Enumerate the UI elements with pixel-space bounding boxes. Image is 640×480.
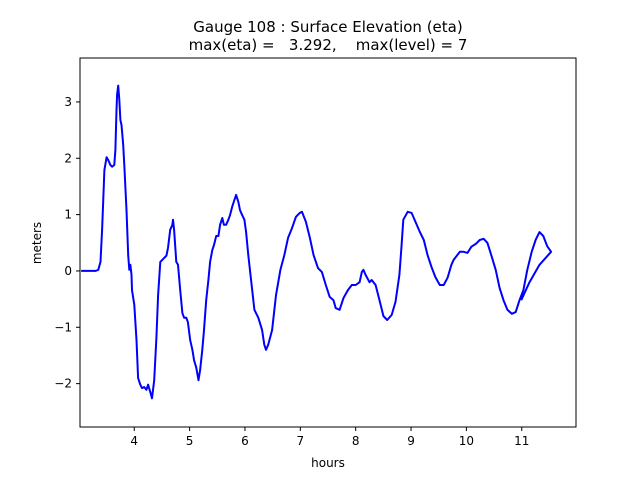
x-tick-label: 11 [514,434,529,448]
y-tick-label: 2 [64,151,72,165]
chart-title: Gauge 108 : Surface Elevation (eta) [193,18,462,36]
y-tick-label: −2 [54,377,72,391]
axes-frame [79,57,577,428]
series-line-eta [81,84,553,400]
y-axis-label: meters [30,222,44,264]
x-tick-label: 10 [459,434,474,448]
y-tick-label: 1 [64,208,72,222]
x-axis-label: hours [311,456,345,470]
y-tick-label: 3 [64,95,72,109]
x-tick-label: 9 [407,434,415,448]
y-tick-label: −1 [54,320,72,334]
x-tick-label: 4 [130,434,138,448]
x-tick-label: 6 [241,434,249,448]
plot-area: 4 5 6 7 8 9 10 11 −2 −1 0 1 2 3 [54,57,577,448]
chart-subtitle: max(eta) = 3.292, max(level) = 7 [189,36,468,54]
x-tick-label: 5 [186,434,194,448]
x-tick-label: 7 [297,434,305,448]
x-tick-label: 8 [352,434,360,448]
y-tick-label: 0 [64,264,72,278]
